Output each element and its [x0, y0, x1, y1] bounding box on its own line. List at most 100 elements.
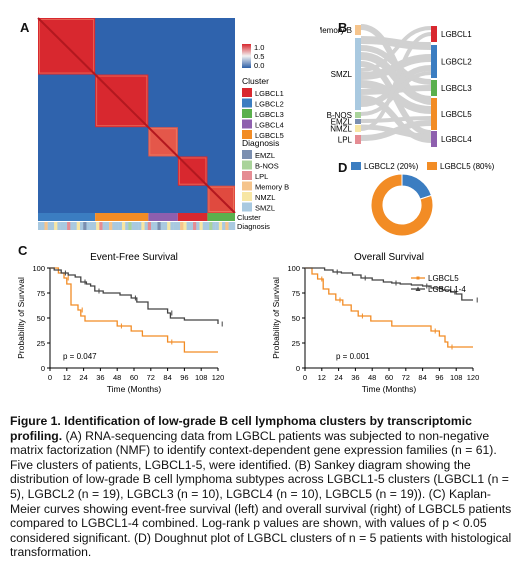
sankey-target-label: LGBCL4 — [441, 135, 472, 144]
cluster-legend-swatch — [242, 130, 252, 139]
cluster-legend-label: LGBCL2 — [255, 100, 284, 109]
diagnosis-legend-label: Memory B — [255, 183, 289, 192]
diagnosis-bar-cell — [183, 222, 187, 230]
heatmap-figure: 1.0 0.5 0.0 Cluster LGBCL1LGBCL2LGBCL3LG… — [37, 17, 289, 231]
diagnosis-bar-cell — [202, 222, 207, 230]
diagnosis-bar-cell — [102, 222, 107, 230]
sankey-flow — [360, 36, 432, 50]
scale-min-label: 0.0 — [254, 61, 264, 70]
diagnosis-legend-label: EMZL — [255, 151, 275, 160]
sankey-flow — [360, 54, 432, 80]
sankey-source-label: Memory B — [320, 26, 352, 35]
scale-mid-label: 0.5 — [254, 52, 264, 61]
diagnosis-bar-cell — [189, 222, 194, 230]
km-curve — [50, 267, 219, 324]
diagnosis-bar-cell — [199, 222, 203, 230]
km-x-tick-label: 24 — [334, 373, 342, 382]
diagnosis-bar-cell — [105, 222, 110, 230]
diagnosis-bar-cell — [125, 222, 129, 230]
diagnosis-bar-cell — [138, 222, 142, 230]
sankey-flow — [360, 95, 432, 143]
km-y-tick-label: 25 — [292, 339, 300, 348]
sankey-source-node — [355, 112, 361, 118]
diagnosis-legend-swatch — [242, 181, 252, 191]
sankey-target-node — [431, 98, 437, 130]
panel-label-d: D — [338, 160, 348, 175]
diagnosis-bar-cell — [96, 222, 100, 230]
cluster-bar-segment — [148, 213, 178, 221]
diagnosis-bar-cell — [79, 222, 84, 230]
diagnosis-bar-cell — [67, 222, 71, 230]
sankey-source-node — [355, 119, 361, 124]
diagnosis-legend-swatch — [242, 160, 252, 170]
diagnosis-bar-cell — [63, 222, 68, 230]
sankey-source-node — [355, 135, 361, 144]
sankey-target-label: LGBCL3 — [441, 84, 472, 93]
diagnosis-legend-swatch — [242, 171, 252, 180]
sankey-target-label: LGBCL5 — [441, 110, 472, 119]
sankey-target-label: LGBCL2 — [441, 58, 472, 67]
km-x-tick-label: 12 — [63, 373, 71, 382]
km-x-tick-label: 48 — [113, 373, 121, 382]
km-x-tick-label: 0 — [48, 373, 52, 382]
cluster-legend-swatch — [242, 98, 252, 108]
km-y-tick-label: 25 — [37, 339, 45, 348]
donut-legend-swatch — [351, 162, 361, 170]
cluster-legend-swatch — [242, 119, 252, 129]
km-x-tick-label: 120 — [212, 373, 225, 382]
km-x-tick-label: 72 — [402, 373, 410, 382]
diagnosis-legend-label: NMZL — [255, 193, 275, 202]
diagnosis-bar-cell — [173, 222, 178, 230]
cluster-legend-label: LGBCL5 — [255, 131, 284, 140]
km-x-tick-label: 96 — [435, 373, 443, 382]
diagnosis-bar-cell — [131, 222, 136, 230]
km-y-tick-label: 100 — [287, 264, 300, 273]
km-y-tick-label: 75 — [37, 289, 45, 298]
diagnosis-bar-cell — [115, 222, 119, 230]
diagnosis-bar-cell — [154, 222, 158, 230]
cluster-bar-label: Cluster — [237, 213, 261, 222]
km-x-tick-label: 60 — [130, 373, 138, 382]
km-x-axis-label: Time (Months) — [107, 384, 162, 394]
sankey-source-node — [355, 125, 361, 132]
sankey-flow — [360, 65, 432, 107]
sankey-flow — [360, 124, 432, 139]
diagnosis-bar-cell — [60, 222, 65, 230]
diagnosis-bar-cell — [212, 222, 216, 230]
sankey-source-label: NMZL — [330, 125, 352, 134]
donut-slice — [401, 173, 433, 200]
diagnosis-bar-cell — [89, 222, 94, 230]
diagnosis-legend-label: SMZL — [255, 204, 275, 213]
sankey-source-node — [355, 38, 361, 110]
sankey-source-node — [355, 25, 361, 35]
km-y-tick-label: 100 — [32, 264, 45, 273]
diagnosis-bar-cell — [176, 222, 181, 230]
caption-title: Figure 1. Identification of low-grade B … — [10, 414, 472, 443]
diagnosis-bar-cell — [222, 222, 226, 230]
km-p-value: p = 0.047 — [63, 352, 97, 361]
diagnosis-bar-cell — [54, 222, 58, 230]
diagnosis-bar-cell — [163, 222, 168, 230]
km-legend-label: LGBCL1-4 — [428, 285, 466, 294]
km-event-free-survival: Event-Free Survival 0 25 50 75 100 0 12 24 36 48 60… — [16, 252, 224, 394]
diagnosis-bar-cell — [231, 222, 236, 230]
cluster-legend-swatch — [242, 88, 252, 97]
scale-max-label: 1.0 — [254, 43, 264, 52]
km-x-tick-label: 108 — [450, 373, 463, 382]
heatmap-block-edge — [178, 157, 207, 185]
diagnosis-bar-cell — [141, 222, 145, 230]
km-x-tick-label: 0 — [303, 373, 307, 382]
diagnosis-bar-cell — [121, 222, 126, 230]
diagnosis-bar-cell — [47, 222, 52, 230]
figure-caption: Figure 1. Identification of low-grade B … — [10, 414, 513, 560]
cluster-legend-label: LGBCL3 — [255, 110, 284, 119]
km-x-tick-label: 96 — [180, 373, 188, 382]
sankey-source-label: LPL — [338, 136, 353, 145]
diagnosis-bar-cell — [134, 222, 139, 230]
km-x-tick-label: 36 — [351, 373, 359, 382]
km-x-tick-label: 36 — [96, 373, 104, 382]
heatmap-block-edge — [149, 128, 177, 156]
panel-label-a: A — [20, 20, 30, 35]
